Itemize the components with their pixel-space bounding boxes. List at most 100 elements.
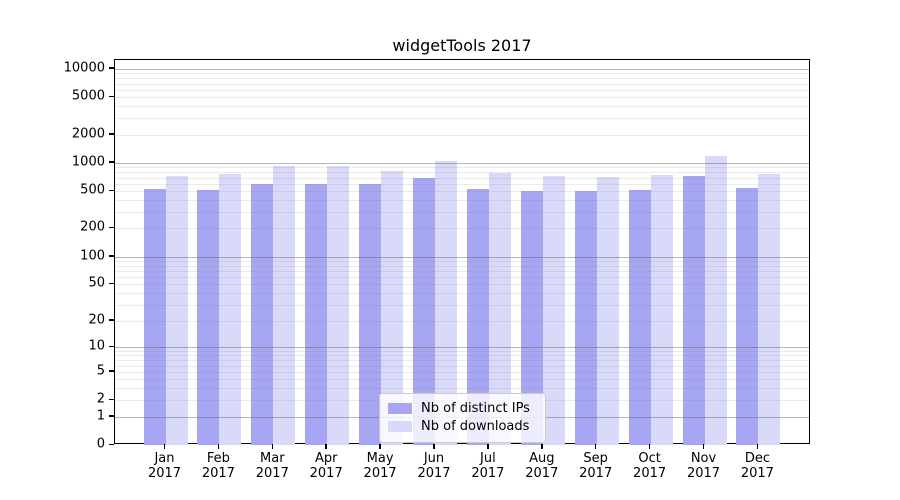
legend-label-distinct-ips: Nb of distinct IPs — [421, 401, 530, 416]
bar-distinct-ips-may — [359, 183, 382, 445]
grid-line-minor — [115, 78, 809, 80]
y-axis-tick — [109, 443, 114, 445]
bar-downloads-may — [381, 171, 404, 445]
y-axis-tick-label: 1 — [96, 408, 105, 424]
y-axis-tick — [109, 189, 114, 192]
y-axis-tick — [109, 370, 114, 372]
x-axis-tick-label: Sep 2017 — [579, 451, 613, 481]
y-axis-tick-label: 5 — [96, 363, 105, 379]
x-axis-tick-label: Nov 2017 — [686, 451, 721, 481]
grid-line-minor — [115, 260, 809, 262]
y-axis-tick-label: 200 — [80, 219, 105, 235]
bar-distinct-ips-dec — [736, 188, 759, 445]
legend-item-downloads: Nb of downloads — [388, 418, 537, 435]
bar-distinct-ips-apr — [305, 183, 328, 445]
plot-area: Nb of distinct IPs Nb of downloads — [114, 59, 810, 445]
x-axis-tick — [487, 444, 489, 449]
bar-downloads-jun — [435, 161, 457, 445]
bar-distinct-ips-jan — [143, 188, 166, 445]
x-axis-tick — [702, 444, 705, 449]
y-axis-tick — [109, 398, 114, 401]
grid-line-minor — [115, 365, 809, 367]
grid-line-minor — [115, 304, 809, 306]
y-axis-tick — [109, 282, 114, 285]
grid-line-minor — [115, 212, 809, 213]
grid-line-minor — [115, 73, 809, 75]
x-axis-tick — [163, 444, 166, 449]
x-axis-tick-label: May 2017 — [363, 451, 397, 481]
grid-line-major — [115, 347, 809, 349]
grid-layer — [115, 60, 809, 443]
grid-line-minor — [115, 172, 809, 174]
x-axis-tick — [271, 444, 274, 449]
y-axis-tick — [109, 255, 114, 257]
bar-downloads-nov — [704, 156, 727, 445]
grid-line-minor — [115, 351, 809, 352]
x-axis-tick — [594, 444, 597, 449]
grid-line-minor — [115, 200, 809, 202]
grid-line-minor — [115, 183, 809, 185]
grid-line-minor — [115, 360, 809, 362]
bar-downloads-sep — [596, 176, 619, 445]
bar-distinct-ips-aug — [520, 191, 543, 445]
grid-line-minor — [115, 97, 809, 99]
y-axis-tick — [109, 345, 114, 348]
grid-line-major — [115, 256, 809, 258]
bar-distinct-ips-oct — [628, 190, 651, 445]
x-axis-tick-label: Mar 2017 — [255, 451, 289, 481]
grid-line-minor — [115, 293, 809, 295]
grid-line-minor — [115, 270, 809, 272]
y-axis-tick-label: 50 — [88, 275, 105, 291]
x-axis-tick-label: Feb 2017 — [201, 451, 235, 481]
grid-line-minor — [115, 320, 809, 322]
grid-line-minor — [115, 83, 809, 85]
bar-downloads-aug — [542, 175, 565, 445]
y-axis-tick — [109, 319, 114, 321]
y-axis-tick-label: 10000 — [63, 60, 105, 76]
grid-line-minor — [115, 191, 809, 193]
y-axis-tick — [109, 95, 114, 98]
x-axis-tick — [325, 444, 327, 449]
bar-downloads-mar — [273, 166, 296, 445]
grid-line-minor — [115, 355, 809, 357]
y-axis-tick-label: 5000 — [71, 88, 105, 104]
grid-line-minor — [115, 284, 809, 286]
x-axis-tick-label: Dec 2017 — [740, 451, 774, 481]
x-axis-tick-label: Oct 2017 — [633, 451, 667, 481]
x-axis-tick-label: Jul 2017 — [471, 451, 505, 481]
bar-downloads-dec — [758, 174, 781, 445]
grid-line-minor — [115, 277, 809, 279]
y-axis-tick — [109, 226, 114, 229]
legend-label-downloads: Nb of downloads — [421, 419, 530, 434]
bar-distinct-ips-jun — [413, 178, 435, 445]
grid-line-minor — [115, 265, 809, 267]
grid-line-minor — [115, 106, 809, 108]
y-axis-tick — [109, 133, 114, 135]
bar-downloads-jan — [165, 176, 188, 445]
grid-line-minor — [115, 167, 809, 169]
x-axis-tick — [379, 444, 381, 449]
grid-line-minor — [115, 118, 809, 120]
y-axis-tick-label: 100 — [80, 248, 105, 264]
grid-line-minor — [115, 134, 809, 136]
x-axis-tick-label: Jan 2017 — [147, 451, 182, 481]
x-axis-tick-label: Jun 2017 — [417, 451, 451, 481]
bar-distinct-ips-feb — [197, 190, 220, 445]
grid-line-minor — [115, 228, 809, 230]
grid-line-minor — [115, 379, 809, 381]
bar-distinct-ips-nov — [682, 176, 705, 445]
bar-downloads-apr — [327, 166, 350, 445]
chart-title: widgetTools 2017 — [392, 36, 532, 55]
grid-line-minor — [115, 177, 809, 179]
x-axis-tick — [541, 444, 543, 449]
grid-line-minor — [115, 371, 809, 373]
y-axis-tick-label: 2000 — [71, 126, 105, 142]
y-axis-tick-label: 10 — [88, 338, 105, 354]
bar-downloads-oct — [650, 175, 673, 445]
x-axis-tick — [433, 444, 435, 449]
bar-downloads-feb — [219, 174, 242, 445]
x-axis-tick — [217, 444, 220, 449]
bars-layer — [115, 60, 809, 445]
grid-line-minor — [115, 89, 809, 91]
